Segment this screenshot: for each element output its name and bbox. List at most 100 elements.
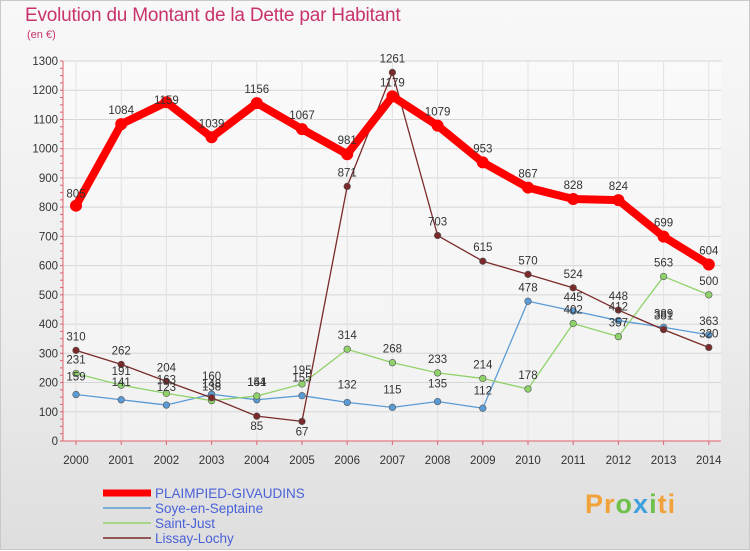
- data-label: 1156: [244, 84, 269, 96]
- y-tick-label: 900: [39, 173, 58, 185]
- data-point: [162, 389, 170, 397]
- data-label: 867: [518, 169, 537, 181]
- data-point: [612, 194, 625, 207]
- data-point: [160, 96, 173, 109]
- x-tick-label: 2001: [108, 455, 134, 467]
- data-point: [388, 359, 397, 367]
- x-tick-label: 2005: [289, 455, 315, 467]
- data-point: [479, 374, 487, 383]
- data-label: 805: [66, 189, 85, 201]
- data-label: 524: [564, 269, 584, 281]
- data-point: [567, 192, 580, 205]
- data-point: [657, 230, 670, 243]
- data-label: 871: [338, 167, 357, 179]
- data-label: 163: [157, 374, 176, 386]
- data-point: [434, 369, 442, 377]
- data-label: 159: [66, 372, 85, 384]
- data-label: 112: [474, 385, 492, 397]
- y-tick-label: 100: [39, 407, 58, 419]
- data-label: 268: [383, 344, 402, 356]
- x-tick-label: 2009: [470, 455, 496, 467]
- data-point: [205, 131, 218, 144]
- data-point: [162, 377, 170, 385]
- data-point: [388, 403, 397, 411]
- data-label: 115: [383, 384, 401, 396]
- data-label: 191: [112, 366, 131, 378]
- data-point: [479, 257, 487, 265]
- data-label: 615: [473, 242, 492, 254]
- data-label: 141: [112, 377, 131, 389]
- data-label: 824: [609, 181, 629, 193]
- data-label: 699: [654, 218, 673, 230]
- data-point: [72, 390, 80, 399]
- data-point: [614, 333, 623, 341]
- x-tick-label: 2000: [63, 455, 89, 467]
- data-point: [702, 258, 715, 271]
- data-point: [117, 381, 125, 389]
- y-tick-label: 200: [39, 378, 58, 390]
- legend-label: Saint-Just: [155, 516, 215, 531]
- data-label: 160: [202, 371, 221, 383]
- data-label: 155: [292, 373, 311, 385]
- data-label: 381: [654, 311, 673, 323]
- data-label: 703: [428, 217, 447, 229]
- data-point: [115, 118, 128, 131]
- data-label: 1179: [380, 77, 405, 89]
- data-point: [341, 148, 354, 161]
- data-point: [70, 199, 82, 212]
- data-point: [72, 346, 80, 354]
- y-tick-label: 600: [39, 261, 58, 273]
- data-point: [569, 307, 577, 315]
- data-point: [569, 284, 577, 292]
- data-label: 310: [66, 331, 85, 343]
- data-label: 135: [428, 379, 447, 391]
- data-point: [117, 396, 125, 404]
- chart-title: Evolution du Montant de la Dette par Hab…: [25, 5, 401, 26]
- data-point: [522, 181, 534, 194]
- data-label: 1084: [108, 105, 134, 117]
- chart-subtitle: (en €): [27, 29, 56, 41]
- data-point: [614, 316, 623, 325]
- legend-label: Soye-en-Septaine: [155, 501, 263, 516]
- data-point: [72, 369, 80, 378]
- x-tick-label: 2013: [651, 455, 677, 467]
- data-label: 1067: [289, 110, 315, 122]
- data-point: [298, 417, 306, 426]
- x-tick-label: 2003: [199, 455, 225, 467]
- data-point: [524, 270, 532, 278]
- x-tick-label: 2011: [561, 455, 586, 467]
- data-label: 953: [473, 143, 492, 155]
- y-tick-label: 300: [39, 348, 58, 360]
- y-tick-label: 1100: [33, 114, 58, 126]
- data-point: [705, 291, 713, 299]
- y-tick-label: 500: [39, 290, 58, 302]
- data-point: [343, 182, 351, 190]
- y-tick-label: 700: [39, 231, 58, 243]
- data-label: 363: [699, 316, 718, 328]
- data-point: [659, 272, 668, 281]
- x-tick-label: 2010: [515, 455, 541, 467]
- data-point: [614, 306, 623, 314]
- data-point: [479, 404, 487, 412]
- x-tick-label: 2012: [606, 455, 632, 467]
- data-label: 604: [699, 245, 719, 257]
- proxiti-logo: Proxiti: [585, 489, 677, 519]
- x-tick-label: 2006: [334, 455, 360, 467]
- data-point: [705, 343, 713, 352]
- y-tick-label: 1000: [32, 144, 58, 156]
- data-point: [343, 398, 351, 407]
- data-label: 214: [473, 359, 493, 371]
- data-label: 412: [609, 302, 628, 314]
- data-label: 981: [338, 135, 357, 147]
- data-point: [659, 326, 668, 334]
- data-point: [298, 380, 306, 388]
- data-point: [569, 319, 577, 328]
- data-label: 233: [428, 354, 447, 366]
- data-label: 320: [699, 328, 718, 340]
- x-tick-label: 2008: [425, 455, 451, 467]
- data-label: 132: [338, 379, 357, 391]
- data-point: [117, 360, 125, 369]
- legend-label: PLAIMPIED-GIVAUDINS: [155, 486, 305, 501]
